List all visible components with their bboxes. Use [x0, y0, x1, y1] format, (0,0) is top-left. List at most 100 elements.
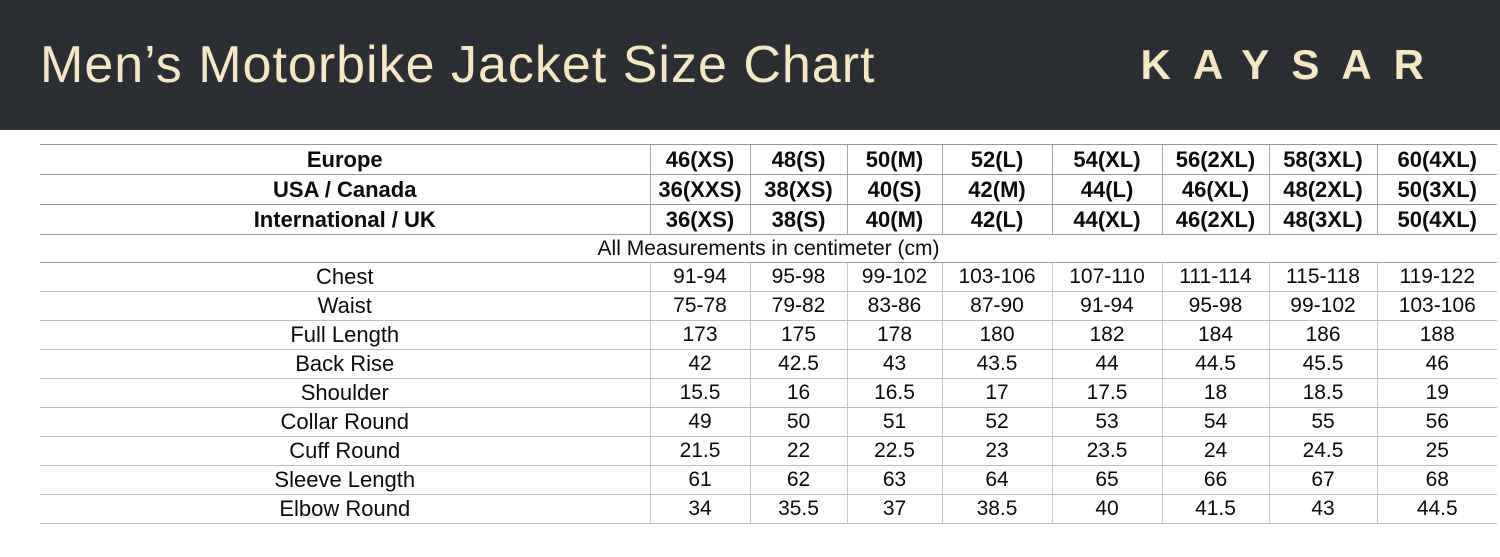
size-cell: 50(4XL): [1376, 204, 1497, 235]
size-cell: 46(XL): [1161, 174, 1269, 205]
size-cell: 40(S): [846, 174, 942, 205]
size-cell: 48(3XL): [1268, 204, 1377, 235]
measurement-cell: 119-122: [1376, 262, 1497, 292]
measurement-cell: 52: [941, 407, 1052, 437]
measurement-cell: 182: [1051, 320, 1162, 350]
measurement-cell: 19: [1376, 378, 1497, 408]
measurement-row-back-rise: Back Rise 42 42.5 43 43.5 44 44.5 45.5 4…: [40, 349, 1497, 379]
size-cell: 54(XL): [1051, 144, 1162, 175]
size-cell: 50(3XL): [1376, 174, 1497, 205]
measurement-row-collar-round: Collar Round 49 50 51 52 53 54 55 56: [40, 407, 1497, 437]
size-system-label: USA / Canada: [40, 174, 650, 205]
size-cell: 42(M): [941, 174, 1052, 205]
size-system-label: Europe: [40, 144, 650, 175]
measurement-cell: 46: [1376, 349, 1497, 379]
measurement-cell: 83-86: [846, 291, 942, 321]
measurement-cell: 43.5: [941, 349, 1052, 379]
size-cell: 36(XS): [649, 204, 750, 235]
measurement-cell: 44.5: [1376, 494, 1497, 524]
measurement-cell: 54: [1161, 407, 1269, 437]
measurement-cell: 17: [941, 378, 1052, 408]
measurement-cell: 18: [1161, 378, 1269, 408]
measurement-cell: 115-118: [1268, 262, 1377, 292]
brand-logo: KAYSAR: [1140, 41, 1446, 88]
measurement-cell: 65: [1051, 465, 1162, 495]
measurement-cell: 22: [749, 436, 847, 466]
measurement-cell: 63: [846, 465, 942, 495]
measurement-cell: 18.5: [1268, 378, 1377, 408]
size-cell: 52(L): [941, 144, 1052, 175]
measurement-cell: 95-98: [749, 262, 847, 292]
size-row-international-uk: International / UK 36(XS) 38(S) 40(M) 42…: [40, 204, 1497, 235]
measurement-cell: 61: [649, 465, 750, 495]
size-row-europe: Europe 46(XS) 48(S) 50(M) 52(L) 54(XL) 5…: [40, 144, 1497, 175]
measurement-label: Chest: [40, 262, 650, 292]
measurement-cell: 51: [846, 407, 942, 437]
measurement-cell: 99-102: [846, 262, 942, 292]
measurement-cell: 16: [749, 378, 847, 408]
measurement-label: Shoulder: [40, 378, 650, 408]
measurement-cell: 79-82: [749, 291, 847, 321]
measurement-cell: 42: [649, 349, 750, 379]
measurement-label: Collar Round: [40, 407, 650, 437]
measurement-cell: 186: [1268, 320, 1377, 350]
size-cell: 44(XL): [1051, 204, 1162, 235]
page-title: Men’s Motorbike Jacket Size Chart: [40, 36, 876, 94]
measurement-row-elbow-round: Elbow Round 34 35.5 37 38.5 40 41.5 43 4…: [40, 494, 1497, 524]
size-cell: 50(M): [846, 144, 942, 175]
size-cell: 48(S): [749, 144, 847, 175]
measurement-row-waist: Waist 75-78 79-82 83-86 87-90 91-94 95-9…: [40, 291, 1497, 321]
measurement-cell: 107-110: [1051, 262, 1162, 292]
measurement-cell: 188: [1376, 320, 1497, 350]
measurement-cell: 103-106: [1376, 291, 1497, 321]
measurement-cell: 56: [1376, 407, 1497, 437]
measurement-cell: 62: [749, 465, 847, 495]
measurement-cell: 37: [846, 494, 942, 524]
measurement-row-full-length: Full Length 173 175 178 180 182 184 186 …: [40, 320, 1497, 350]
measurement-cell: 64: [941, 465, 1052, 495]
size-cell: 38(S): [749, 204, 847, 235]
size-cell: 38(XS): [749, 174, 847, 205]
measurement-cell: 67: [1268, 465, 1377, 495]
measurement-cell: 38.5: [941, 494, 1052, 524]
measurement-row-cuff-round: Cuff Round 21.5 22 22.5 23 23.5 24 24.5 …: [40, 436, 1497, 466]
size-cell: 46(2XL): [1161, 204, 1269, 235]
measurement-cell: 21.5: [649, 436, 750, 466]
size-cell: 56(2XL): [1161, 144, 1269, 175]
measurement-cell: 24.5: [1268, 436, 1377, 466]
measurement-cell: 25: [1376, 436, 1497, 466]
measurement-cell: 45.5: [1268, 349, 1377, 379]
measurement-cell: 35.5: [749, 494, 847, 524]
measurement-cell: 178: [846, 320, 942, 350]
measurement-label: Cuff Round: [40, 436, 650, 466]
measurement-label: Waist: [40, 291, 650, 321]
measurement-cell: 66: [1161, 465, 1269, 495]
measurement-label: Elbow Round: [40, 494, 650, 524]
size-cell: 60(4XL): [1376, 144, 1497, 175]
measurement-cell: 68: [1376, 465, 1497, 495]
size-chart-table: Europe 46(XS) 48(S) 50(M) 52(L) 54(XL) 5…: [40, 144, 1497, 524]
units-note-row: All Measurements in centimeter (cm): [40, 234, 1497, 263]
measurement-cell: 40: [1051, 494, 1162, 524]
size-row-usa-canada: USA / Canada 36(XXS) 38(XS) 40(S) 42(M) …: [40, 174, 1497, 205]
measurement-cell: 42.5: [749, 349, 847, 379]
measurement-cell: 24: [1161, 436, 1269, 466]
measurement-cell: 180: [941, 320, 1052, 350]
measurement-row-sleeve-length: Sleeve Length 61 62 63 64 65 66 67 68: [40, 465, 1497, 495]
measurement-cell: 91-94: [649, 262, 750, 292]
measurement-cell: 175: [749, 320, 847, 350]
measurement-cell: 111-114: [1161, 262, 1269, 292]
measurement-cell: 16.5: [846, 378, 942, 408]
measurement-cell: 34: [649, 494, 750, 524]
measurement-cell: 17.5: [1051, 378, 1162, 408]
measurement-cell: 22.5: [846, 436, 942, 466]
size-cell: 48(2XL): [1268, 174, 1377, 205]
measurement-cell: 44: [1051, 349, 1162, 379]
measurement-cell: 75-78: [649, 291, 750, 321]
measurement-cell: 53: [1051, 407, 1162, 437]
size-cell: 44(L): [1051, 174, 1162, 205]
measurement-cell: 43: [846, 349, 942, 379]
measurement-cell: 44.5: [1161, 349, 1269, 379]
units-note: All Measurements in centimeter (cm): [40, 234, 1497, 263]
measurement-cell: 15.5: [649, 378, 750, 408]
